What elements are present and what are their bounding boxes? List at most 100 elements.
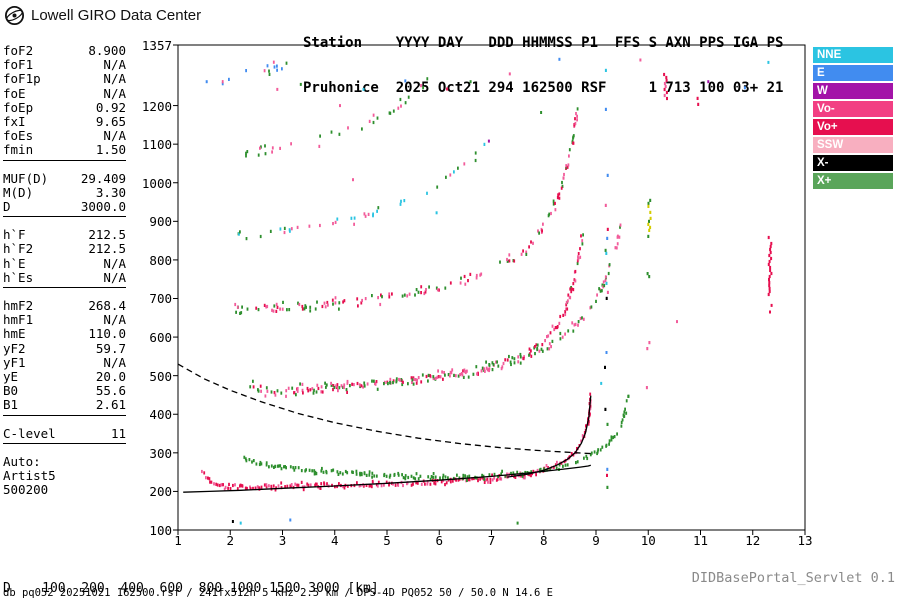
- spread-column-10.0-low: [645, 272, 651, 390]
- parameter-row: MUF(D) 29.409: [3, 170, 126, 186]
- parameter-label: yF2: [3, 340, 26, 356]
- parameter-value: 8.900: [88, 43, 126, 58]
- parameter-row: foF2 8.900: [3, 43, 126, 58]
- parameter-row: foEp 0.92: [3, 99, 126, 115]
- parameter-value: 9.65: [95, 114, 126, 130]
- parameter-row: fmin 1.50: [3, 143, 126, 157]
- parameter-value: 55.6: [95, 383, 126, 399]
- parameter-row: h`E N/A: [3, 255, 126, 271]
- legend-item-vo: Vo-: [813, 101, 893, 117]
- parameter-value: N/A: [103, 269, 126, 285]
- parameter-label: M(D): [3, 184, 34, 200]
- parameter-label: C-level: [3, 425, 56, 441]
- d-muf-table: D 100 200 400 600 800 1000 1500 3000 [km…: [3, 551, 387, 600]
- spread-column-9.2: [604, 68, 609, 489]
- y-axis-tick-label: 300: [149, 445, 172, 461]
- parameter-row: foF1 N/A: [3, 58, 126, 72]
- parameter-label: fxI: [3, 114, 26, 130]
- parameter-row: fxI 9.65: [3, 114, 126, 130]
- spread-column-10.0: [647, 198, 652, 238]
- parameter-row: foEs N/A: [3, 129, 126, 143]
- x-axis: 1 2 3 4 5 6 7 8 9 10 11 12 13: [0, 533, 900, 549]
- parameter-label: Auto:: [3, 453, 41, 469]
- parameter-label: Artist5: [3, 468, 56, 484]
- parameter-group: foF2 8.900 foF1 N/A foF1p N/A foE N/A foEp 0.92 fx…: [3, 43, 126, 161]
- parameter-row: 500200: [3, 483, 126, 497]
- parameter-row: hmF2 268.4: [3, 298, 126, 314]
- y-axis: 1357 1200 1100 1000 900 800 700 600 500 400 300 200…: [130, 0, 172, 600]
- parameter-value: 11: [110, 425, 126, 441]
- parameter-row: yE 20.0: [3, 369, 126, 385]
- parameter-label: foF1: [3, 57, 34, 73]
- legend-item-e: E: [813, 65, 893, 81]
- parameter-label: fmin: [3, 142, 34, 158]
- parameter-value: 0.92: [95, 99, 126, 115]
- y-axis-tick-label: 1100: [141, 137, 172, 153]
- parameter-value: 212.5: [88, 227, 126, 243]
- legend-item-vo: Vo+: [813, 119, 893, 135]
- parameter-panel: foF2 8.900 foF1 N/A foF1p N/A foE N/A foEp 0.92 fx…: [3, 43, 126, 510]
- parameter-value: 3000.0: [80, 199, 126, 215]
- x-axis-tick-label: 1: [174, 533, 182, 548]
- x-axis-tick-label: 3: [278, 533, 287, 548]
- parameter-value: 110.0: [88, 326, 126, 342]
- parameter-value: N/A: [103, 57, 126, 73]
- parameter-row: Artist5: [3, 468, 126, 484]
- parameter-label: 500200: [3, 482, 49, 498]
- parameter-label: hmF2: [3, 298, 34, 314]
- parameter-value: 20.0: [95, 369, 126, 385]
- x-axis-tick-label: 8: [539, 533, 548, 548]
- parameter-value: 59.7: [95, 340, 126, 356]
- parameter-value: N/A: [103, 71, 126, 87]
- legend-item-x: X-: [813, 155, 893, 171]
- parameter-row: h`F2 212.5: [3, 242, 126, 256]
- y-axis-tick-label: 1200: [141, 98, 172, 114]
- parameter-label: h`Es: [3, 269, 34, 285]
- parameter-row: D 3000.0: [3, 199, 126, 215]
- x-axis-tick-label: 2: [226, 533, 235, 548]
- trace-F-trace-O-1hop: [201, 392, 592, 492]
- spread-column-10.3: [663, 72, 668, 101]
- y-axis-tick-label: 700: [149, 291, 172, 307]
- parameter-row: B1 2.61: [3, 398, 126, 412]
- trace-F-trace-4hop: [237, 142, 486, 241]
- parameter-value: 29.409: [80, 170, 126, 186]
- spread-column-10.9: [696, 96, 700, 106]
- trace-F-trace-6hop: [221, 60, 288, 86]
- d-row: D 100 200 400 600 800 1000 1500 3000 [km…: [3, 581, 379, 596]
- y-axis-tick-label: 800: [149, 252, 172, 268]
- parameter-row: h`Es N/A: [3, 269, 126, 285]
- plot-frame: [173, 44, 806, 535]
- parameter-row: C-level 11: [3, 425, 126, 441]
- parameter-row: B0 55.6: [3, 384, 126, 398]
- parameter-row: yF2 59.7: [3, 340, 126, 356]
- parameter-label: h`E: [3, 255, 26, 271]
- parameter-value: 3.30: [95, 184, 126, 200]
- parameter-group: C-level 11: [3, 425, 126, 444]
- x-axis-tick-label: 6: [435, 533, 444, 548]
- measurement-info-line: db pq052 20251021 162500.rsf / 241fx512h…: [3, 587, 553, 599]
- trace-F-trace-3hop: [234, 107, 579, 315]
- x-axis-tick-label: 4: [330, 533, 339, 548]
- parameter-value: N/A: [103, 255, 126, 271]
- parameter-row: foE N/A: [3, 85, 126, 101]
- parameter-row: M(D) 3.30: [3, 184, 126, 200]
- parameter-label: B0: [3, 383, 19, 399]
- parameter-group: hmF2 268.4 hmF1 N/A hmE 110.0 yF2 59.7 yF1 N/A yE 2…: [3, 298, 126, 416]
- parameter-value: 2.61: [95, 397, 126, 413]
- parameter-row: yF1 N/A: [3, 355, 126, 370]
- parameter-label: h`F: [3, 227, 26, 243]
- x-axis-tick-label: 13: [797, 533, 813, 548]
- trace-F-trace-O-2hop: [249, 233, 584, 398]
- lowell-logo-icon: [4, 5, 25, 26]
- parameter-label: hmF1: [3, 312, 34, 328]
- y-axis-tick-label: 900: [149, 214, 172, 230]
- station-header-columns: Station YYYY DAY DDD HHMMSS P1 FFS S AXN…: [303, 35, 784, 51]
- x-axis-tick-label: 10: [640, 533, 656, 548]
- parameter-label: foE: [3, 85, 26, 101]
- parameter-label: B1: [3, 397, 19, 413]
- brand: Lowell GIRO Data Center: [4, 5, 201, 26]
- fitted-o-trace-line: [507, 395, 592, 478]
- parameter-label: hmE: [3, 326, 26, 342]
